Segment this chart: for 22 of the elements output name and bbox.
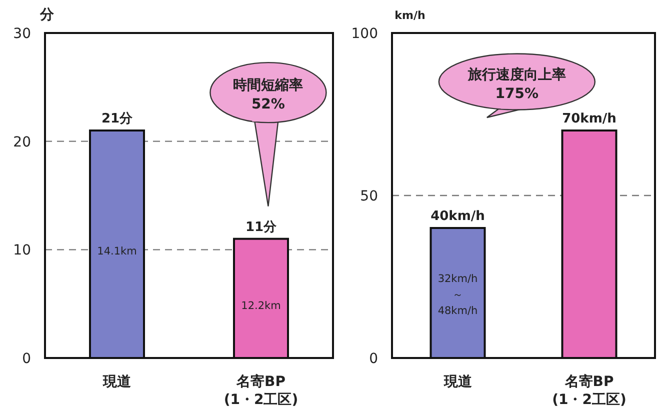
annotation: 14.1km xyxy=(97,246,137,258)
annotation: 32km/h ～ 48km/h xyxy=(438,273,478,317)
x-tick-label: 名寄BP (1・2工区) xyxy=(224,373,298,408)
y-tick-label: 30 xyxy=(13,26,31,42)
y-tick-label: 0 xyxy=(369,351,378,367)
annotation: 旅行速度向上率 175% xyxy=(466,66,566,102)
y-tick-label: 0 xyxy=(22,351,31,367)
data-label: 40km/h xyxy=(430,209,485,224)
x-tick-label: 現道 xyxy=(442,374,473,390)
x-tick-label: 名寄BP (1・2工区) xyxy=(552,373,626,408)
y-tick-label: 50 xyxy=(360,188,378,204)
x-tick-label: 現道 xyxy=(102,374,132,390)
data-label: 70km/h xyxy=(562,112,616,126)
y-tick-label: 10 xyxy=(13,242,31,259)
annotation: 12.2km xyxy=(241,300,281,312)
y-tick-label: 20 xyxy=(13,134,31,150)
data-label: 11分 xyxy=(245,220,278,235)
y-axis-title: km/h xyxy=(394,9,426,22)
y-axis-title: 分 xyxy=(39,7,55,23)
data-label: 21分 xyxy=(101,112,134,126)
y-tick-label: 100 xyxy=(351,26,378,42)
annotation: 時間短縮率 52% xyxy=(233,76,304,113)
